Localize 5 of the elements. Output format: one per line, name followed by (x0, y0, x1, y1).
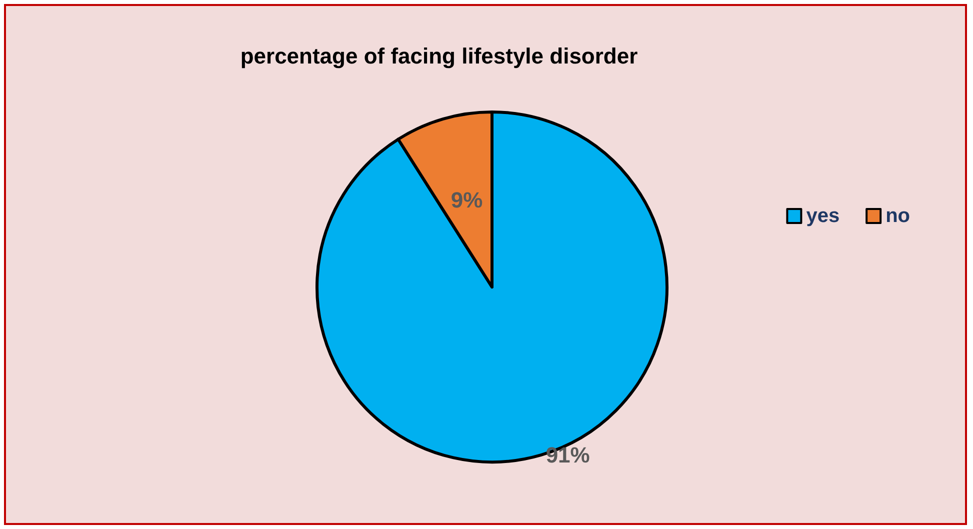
legend-label: yes (806, 205, 840, 227)
data-label: 91% (546, 442, 590, 468)
data-label: 9% (450, 188, 483, 213)
legend-label: no (886, 205, 910, 227)
chart-title: percentage of facing lifestyle disorder (240, 44, 638, 68)
